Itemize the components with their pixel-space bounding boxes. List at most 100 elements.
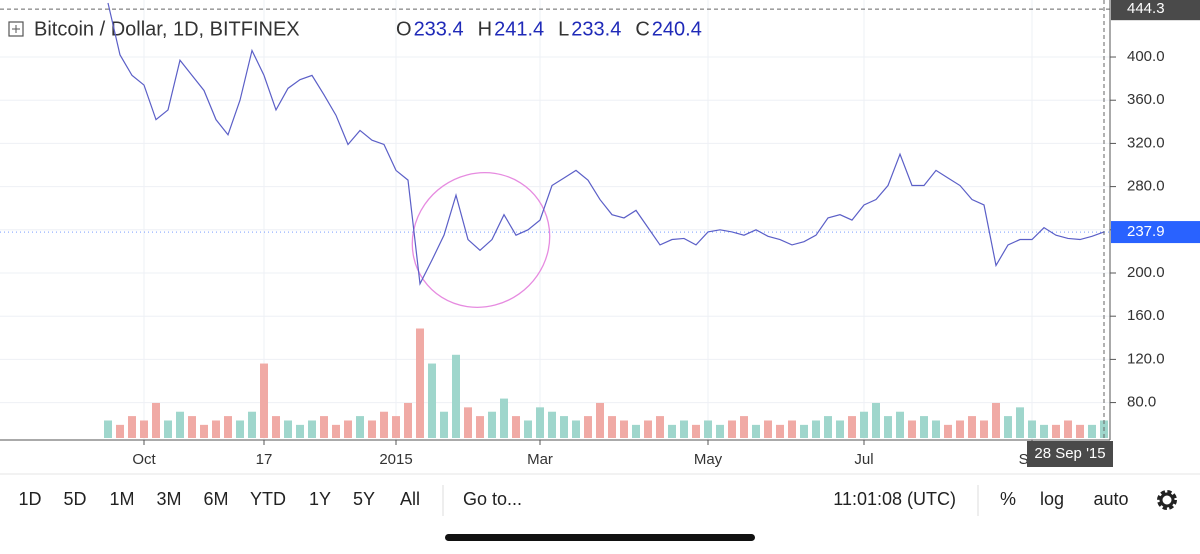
volume-bar — [680, 420, 688, 438]
volume-bar — [800, 424, 808, 438]
volume-bar — [704, 420, 712, 438]
ohlc-key: H — [478, 18, 492, 40]
x-tick-label: Oct — [132, 451, 156, 468]
volume-bar — [428, 363, 436, 438]
goto-button[interactable]: Go to... — [463, 489, 522, 509]
volume-bar — [812, 420, 820, 438]
volume-bar — [512, 416, 520, 438]
volume-bar — [548, 411, 556, 438]
volume-bar — [152, 402, 160, 438]
volume-bar — [596, 402, 604, 438]
volume-bar — [368, 420, 376, 438]
volume-bar — [224, 416, 232, 438]
clock: 11:01:08 (UTC) — [833, 489, 956, 509]
volume-bar — [740, 416, 748, 438]
last-price-label: 237.9 — [1127, 223, 1165, 240]
interval-button[interactable]: YTD — [250, 489, 286, 509]
volume-bar — [824, 416, 832, 438]
crosshair-price-label: 444.3 — [1127, 0, 1165, 17]
volume-bar — [1052, 424, 1060, 438]
interval-button[interactable]: All — [400, 489, 420, 509]
interval-button[interactable]: 1D — [18, 489, 41, 509]
volume-bar — [572, 420, 580, 438]
volume-bar — [248, 411, 256, 438]
expand-icon[interactable] — [8, 21, 24, 37]
volume-bar — [308, 420, 316, 438]
volume-bar — [404, 402, 412, 438]
y-tick-label: 360.0 — [1127, 91, 1165, 108]
volume-bar — [1088, 424, 1096, 438]
volume-bar — [620, 420, 628, 438]
y-tick-label: 160.0 — [1127, 307, 1165, 324]
volume-bar — [1016, 407, 1024, 438]
ohlc-value: 233.4 — [414, 18, 464, 40]
y-tick-label: 320.0 — [1127, 134, 1165, 151]
volume-bar — [212, 420, 220, 438]
volume-bar — [380, 411, 388, 438]
volume-bar — [644, 420, 652, 438]
volume-bar — [608, 416, 616, 438]
volume-bar — [884, 416, 892, 438]
home-indicator — [445, 534, 755, 541]
x-tick-label: Mar — [527, 451, 553, 468]
volume-bar — [524, 420, 532, 438]
volume-bar — [1028, 420, 1036, 438]
volume-bar — [116, 424, 124, 438]
volume-bar — [104, 420, 112, 438]
ohlc-value: 233.4 — [571, 18, 621, 40]
volume-bar — [932, 420, 940, 438]
ohlc-value: 240.4 — [652, 18, 702, 40]
volume-bar — [872, 402, 880, 438]
volume-bar — [788, 420, 796, 438]
interval-button[interactable]: 3M — [156, 489, 181, 509]
ohlc-value: 241.4 — [494, 18, 544, 40]
volume-bar — [656, 416, 664, 438]
scale-option[interactable]: log — [1040, 489, 1064, 509]
volume-bar — [980, 420, 988, 438]
volume-bar — [848, 416, 856, 438]
volume-bar — [1076, 424, 1084, 438]
volume-bar — [188, 416, 196, 438]
ohlc-key: C — [635, 18, 649, 40]
volume-bar — [776, 424, 784, 438]
volume-bar — [272, 416, 280, 438]
toolbar: 1D 5D 1M 3M 6M YTD 1Y 5Y All Go to... 11:01:08 (UT… — [18, 489, 1128, 509]
volume-bar — [668, 424, 676, 438]
volume-bar — [1004, 416, 1012, 438]
volume-bar — [464, 407, 472, 438]
volume-bar — [560, 416, 568, 438]
volume-bar — [476, 416, 484, 438]
volume-bar — [956, 420, 964, 438]
volume-bar — [692, 424, 700, 438]
last-price-box — [1111, 221, 1200, 244]
interval-button[interactable]: 1Y — [309, 489, 331, 509]
interval-button[interactable]: 5D — [63, 489, 86, 509]
scale-option[interactable]: auto — [1093, 489, 1128, 509]
volume-bar — [584, 416, 592, 438]
interval-button[interactable]: 6M — [203, 489, 228, 509]
highlight-ellipse — [411, 172, 551, 308]
volume-bar — [296, 424, 304, 438]
volume-bar — [356, 416, 364, 438]
volume-bar — [716, 424, 724, 438]
volume-bar — [392, 416, 400, 438]
scale-option[interactable]: % — [1000, 489, 1016, 509]
x-tick-label: 2015 — [379, 451, 412, 468]
interval-button[interactable]: 5Y — [353, 489, 375, 509]
volume-bar — [968, 416, 976, 438]
volume-bar — [944, 424, 952, 438]
settings-icon[interactable] — [1157, 490, 1177, 510]
volume-bar — [728, 420, 736, 438]
volume-bar — [992, 402, 1000, 438]
volume-bar — [632, 424, 640, 438]
volume-bar — [416, 328, 424, 438]
volume-bar — [236, 420, 244, 438]
ohlc-legend: O 233.4 H 241.4 L 233.4 C 240.4 — [396, 18, 702, 40]
volume-bar — [896, 411, 904, 438]
volume-bar — [284, 420, 292, 438]
interval-button[interactable]: 1M — [109, 489, 134, 509]
volume-bar — [764, 420, 772, 438]
volume-bar — [128, 416, 136, 438]
